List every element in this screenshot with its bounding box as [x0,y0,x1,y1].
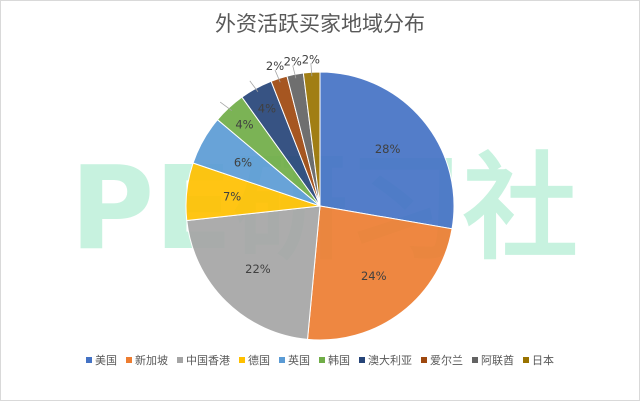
legend-label: 阿联酋 [481,354,514,367]
data-label: 7% [223,189,241,203]
legend-label: 韩国 [328,354,350,367]
legend-label: 中国香港 [186,354,230,367]
legend-item: 韩国 [319,352,350,368]
leader-line [292,65,297,79]
legend-item: 英国 [279,352,310,368]
data-label: 2% [266,59,284,73]
legend-swatch [421,357,427,363]
pie-slice [319,71,455,230]
legend: 美国 新加坡 中国香港 德国 英国 韩国 澳大利亚 爱尔兰 阿联酋 日本 [0,352,640,368]
legend-item: 德国 [239,352,270,368]
legend-item: 日本 [523,352,554,368]
leader-line [274,69,281,83]
legend-item: 阿联酋 [472,352,514,368]
legend-swatch [126,357,132,363]
data-label: 24% [361,269,387,283]
legend-label: 德国 [248,354,270,367]
data-label: 4% [258,101,276,115]
chart-title: 外资活跃买家地域分布 [215,12,425,36]
pie-slice [306,205,453,341]
legend-label: 爱尔兰 [430,354,463,367]
pie [185,71,455,341]
data-label: 2% [302,52,320,66]
legend-item: 中国香港 [177,352,230,368]
legend-swatch [279,357,285,363]
data-label: 28% [375,142,401,156]
legend-item: 新加坡 [126,352,168,368]
leader-line [249,80,259,93]
legend-swatch [86,357,92,363]
leader-line [310,63,313,77]
legend-item: 美国 [86,352,117,368]
legend-item: 爱尔兰 [421,352,463,368]
data-label: 6% [234,156,252,170]
legend-label: 日本 [532,354,554,367]
legend-swatch [359,357,365,363]
legend-swatch [472,357,478,363]
legend-swatch [523,357,529,363]
pie-slice [186,205,321,340]
pie-labels: 28%24%22%7%6%4%4%2% 2% 2% [219,52,401,283]
legend-swatch [319,357,325,363]
legend-label: 新加坡 [135,354,168,367]
data-label: 4% [235,117,253,131]
legend-label: 美国 [95,354,117,367]
legend-label: 英国 [288,354,310,367]
leader-line [219,101,232,111]
legend-item: 澳大利亚 [359,352,412,368]
legend-swatch [177,357,183,363]
data-label: 22% [245,262,271,276]
data-label: 2% [284,55,302,69]
legend-label: 澳大利亚 [368,354,412,367]
legend-swatch [239,357,245,363]
